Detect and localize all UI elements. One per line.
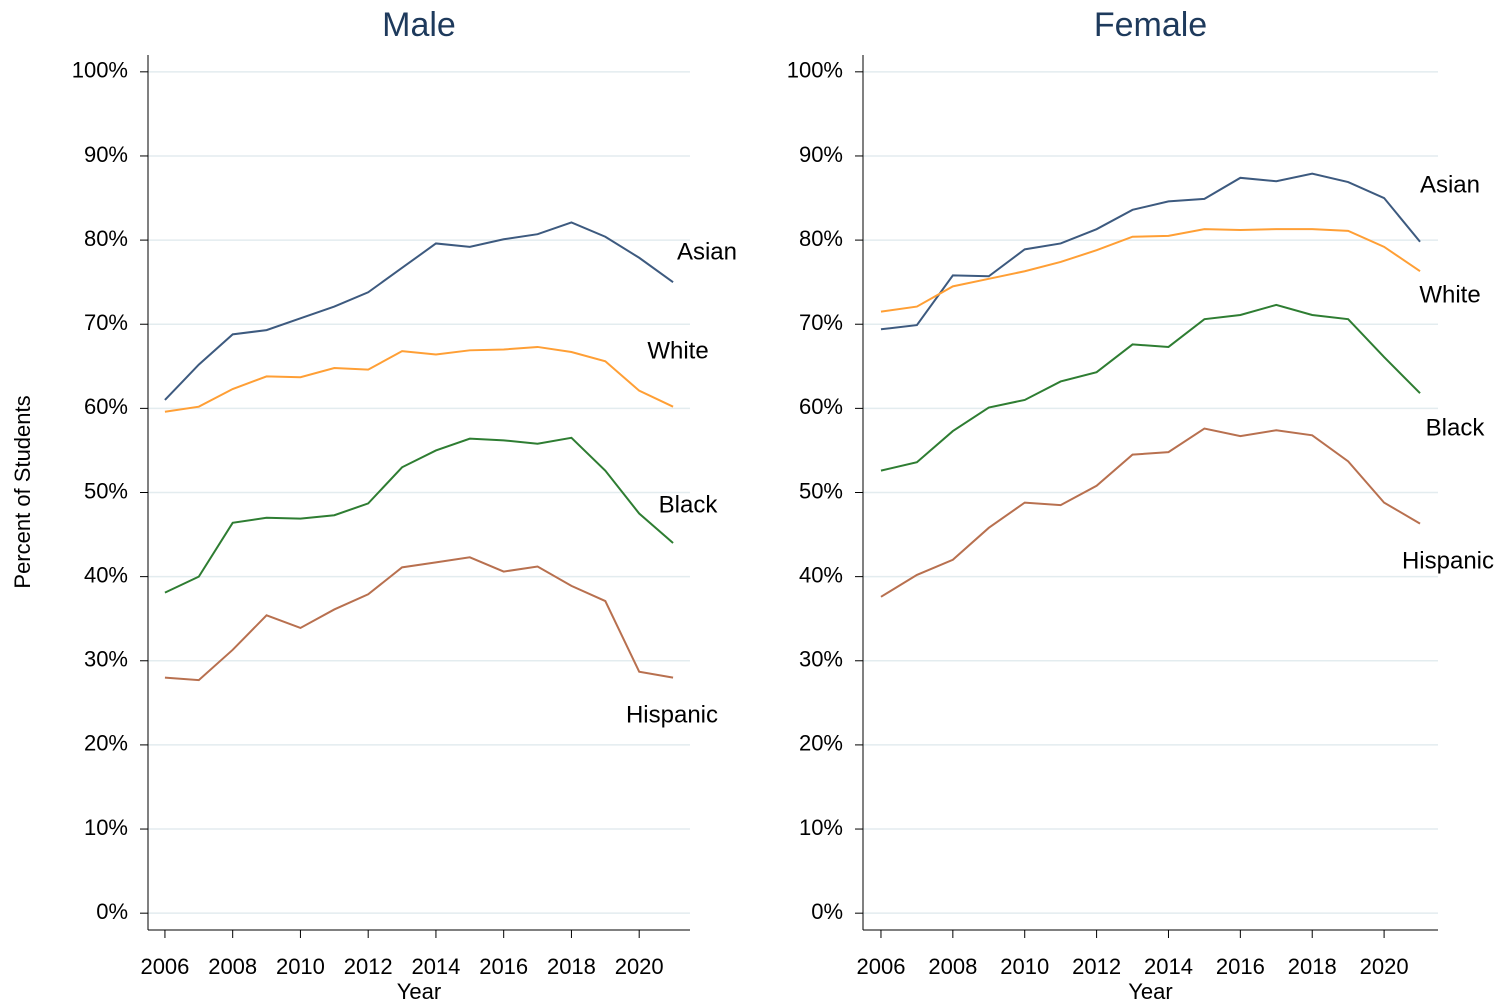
x-tick-label: 2008 [928, 954, 977, 979]
x-tick-label: 2020 [615, 954, 664, 979]
y-tick-label: 50% [84, 478, 128, 503]
x-tick-label: 2018 [547, 954, 596, 979]
y-tick-label: 20% [84, 731, 128, 756]
x-tick-label: 2020 [1360, 954, 1409, 979]
series-label: White [647, 337, 708, 364]
y-tick-label: 10% [84, 815, 128, 840]
y-tick-label: 40% [84, 562, 128, 587]
y-tick-label: 100% [72, 58, 128, 83]
x-axis-label: Year [1128, 979, 1172, 1004]
panel-title: Female [1094, 6, 1207, 44]
x-tick-label: 2016 [1216, 954, 1265, 979]
series-label: White [1419, 281, 1480, 308]
y-tick-label: 80% [799, 226, 843, 251]
x-tick-label: 2018 [1288, 954, 1337, 979]
y-tick-label: 50% [799, 478, 843, 503]
x-tick-label: 2008 [208, 954, 257, 979]
x-tick-label: 2010 [1000, 954, 1049, 979]
y-tick-label: 40% [799, 562, 843, 587]
panel-title: Male [382, 6, 456, 44]
series-line [880, 172, 1421, 331]
y-tick-label: 30% [799, 647, 843, 672]
y-tick-label: 80% [84, 226, 128, 251]
series-line [164, 556, 674, 682]
y-tick-label: 90% [799, 142, 843, 167]
x-tick-label: 2012 [1072, 954, 1121, 979]
series-label: Black [659, 491, 719, 518]
series-label: Asian [677, 238, 737, 265]
y-tick-label: 0% [96, 899, 128, 924]
x-tick-label: 2014 [1144, 954, 1193, 979]
x-axis-label: Year [397, 979, 441, 1004]
y-axis-label: Percent of Students [10, 395, 35, 588]
y-tick-label: 90% [84, 142, 128, 167]
series-label: Hispanic [626, 701, 718, 728]
series-line [164, 221, 674, 401]
series-line [880, 228, 1421, 313]
x-tick-label: 2012 [344, 954, 393, 979]
x-tick-label: 2010 [276, 954, 325, 979]
x-tick-label: 2016 [479, 954, 528, 979]
series-label: Black [1426, 414, 1486, 441]
series-label: Hispanic [1402, 547, 1494, 574]
series-line [164, 436, 674, 594]
y-tick-label: 30% [84, 647, 128, 672]
x-tick-label: 2006 [140, 954, 189, 979]
y-tick-label: 20% [799, 731, 843, 756]
y-tick-label: 60% [84, 394, 128, 419]
y-tick-label: 100% [787, 58, 843, 83]
y-tick-label: 70% [84, 310, 128, 335]
y-tick-label: 70% [799, 310, 843, 335]
series-label: Asian [1420, 171, 1480, 198]
y-tick-label: 0% [811, 899, 843, 924]
series-line [880, 303, 1421, 472]
x-tick-label: 2006 [856, 954, 905, 979]
series-line [164, 345, 674, 413]
series-line [880, 427, 1421, 598]
y-tick-label: 10% [799, 815, 843, 840]
y-tick-label: 60% [799, 394, 843, 419]
x-tick-label: 2014 [411, 954, 460, 979]
